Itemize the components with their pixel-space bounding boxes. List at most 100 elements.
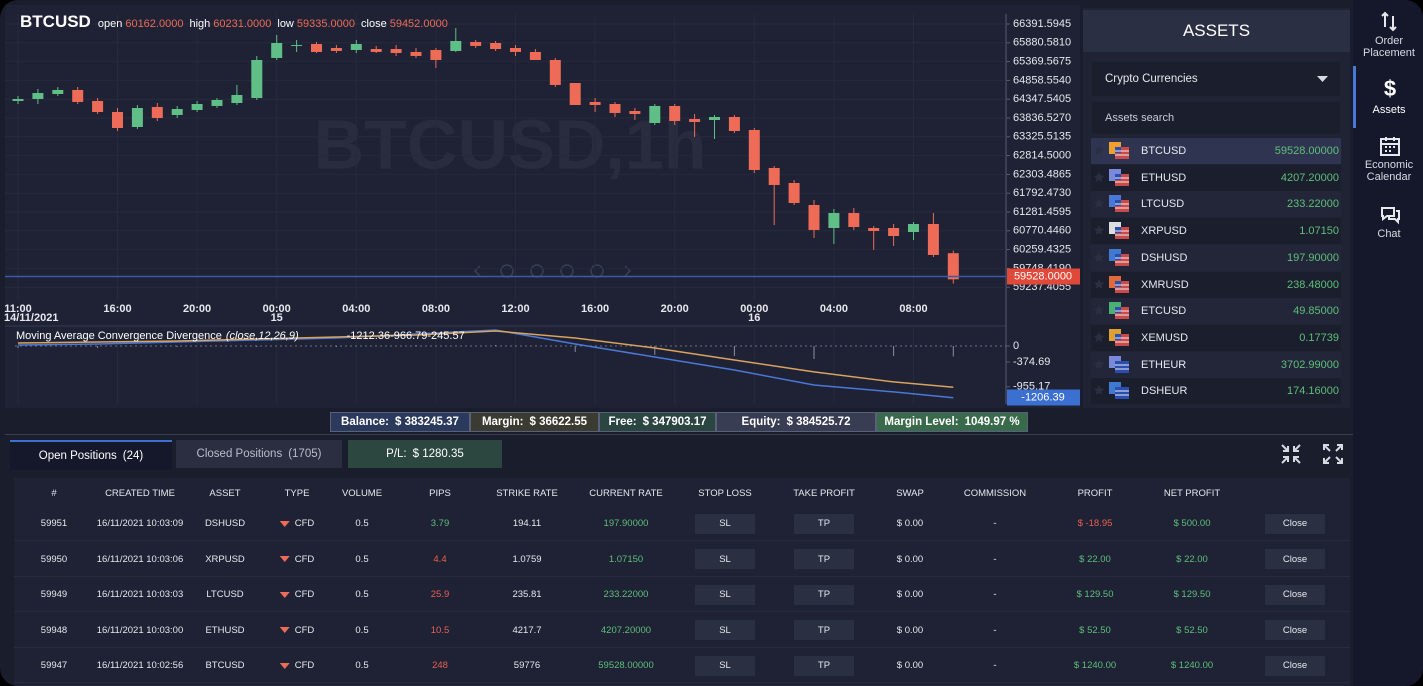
- button[interactable]: TP: [794, 513, 854, 534]
- x-tick-label: 04:00: [820, 303, 848, 315]
- table-cell: 248: [432, 648, 448, 683]
- cell-text: 0.5: [355, 589, 369, 600]
- asset-row[interactable]: ETHEUR 3702.99000: [1091, 351, 1341, 378]
- candle-body: [848, 212, 860, 228]
- asset-row[interactable]: DSHUSD 197.90000: [1091, 244, 1341, 271]
- chart-bg: [5, 5, 1080, 408]
- balance-label: Free:: [608, 416, 637, 428]
- last-price-label: 59528.0000: [1014, 270, 1072, 282]
- candle-body: [808, 204, 820, 230]
- pl-label: P/L:: [386, 448, 407, 460]
- cell-text: $ 52.50: [1176, 624, 1208, 636]
- balance-value: 1049.97 %: [964, 416, 1020, 428]
- collapse-icon[interactable]: [1280, 443, 1302, 465]
- table-cell: $ 22.00: [1079, 542, 1111, 577]
- legend-name: open: [97, 18, 123, 30]
- table-cell: 59950: [41, 542, 67, 577]
- expand-icon[interactable]: [1322, 443, 1344, 465]
- asset-row[interactable]: XEMUSD 0.17739: [1091, 324, 1341, 351]
- asset-icon: [1094, 222, 1129, 240]
- macd-line: [17, 330, 954, 389]
- button[interactable]: SL: [695, 549, 755, 569]
- table-cell: $ 129.50: [1077, 577, 1114, 612]
- table-cell: SL: [695, 506, 755, 541]
- sidebar-item[interactable]: Order Placement: [1363, 35, 1415, 59]
- button[interactable]: SL: [695, 584, 755, 605]
- macd-tick-label: 0: [1013, 340, 1019, 352]
- table-cell: LTCUSD: [206, 577, 243, 612]
- candle-body: [191, 103, 203, 110]
- cell-text: $ 1240.00: [1073, 660, 1117, 671]
- button[interactable]: TP: [794, 584, 854, 605]
- button[interactable]: Close: [1265, 549, 1325, 569]
- button[interactable]: SL: [695, 513, 755, 534]
- asset-icon: [1094, 275, 1129, 293]
- table-cell: 0.5: [355, 542, 368, 577]
- y-tick-label: 64858.5540: [1013, 74, 1071, 86]
- assets-search[interactable]: Assets search: [1092, 102, 1340, 134]
- category-dropdown[interactable]: Crypto Currencies: [1092, 62, 1340, 96]
- candle-body: [709, 116, 720, 121]
- asset-row[interactable]: ETCUSD 49.85000: [1091, 298, 1341, 325]
- candle-body: [669, 105, 681, 121]
- macd-current-tag: [1007, 389, 1080, 406]
- table-cell: 1.0759: [512, 542, 541, 577]
- column-header: CURRENT RATE: [589, 488, 663, 499]
- x-tick-label: 12:00: [501, 303, 529, 315]
- button[interactable]: TP: [794, 620, 854, 640]
- chart-header: BTCUSD open 60162.0000 high 60231.0000 low 593…: [20, 12, 451, 32]
- button[interactable]: TP: [794, 549, 854, 569]
- button[interactable]: Close: [1265, 620, 1325, 640]
- asset-name: ETHUSD: [1141, 171, 1187, 184]
- candle-body: [151, 106, 163, 118]
- cell-text: -: [993, 660, 997, 671]
- legend-value: 59335.0000: [296, 18, 356, 30]
- asset-row[interactable]: ETHUSD 4207.20000: [1091, 164, 1341, 191]
- svg-text:$: $: [1384, 78, 1396, 101]
- table-cell: -: [993, 542, 996, 577]
- table-cell: $ 129.50: [1174, 577, 1211, 612]
- tab[interactable]: Open Positions (24): [10, 440, 172, 470]
- table-cell: $ 1240.00: [1171, 648, 1213, 683]
- cell-text: 59949: [40, 589, 68, 600]
- sidebar-item[interactable]: Chat: [1377, 228, 1401, 240]
- asset-row[interactable]: LTCUSD 233.22000: [1091, 191, 1341, 218]
- tab[interactable]: Closed Positions (1705): [176, 440, 342, 468]
- table-cell: 3.79: [431, 506, 450, 541]
- y-tick-label: 66391.5945: [1013, 18, 1071, 30]
- sidebar-item[interactable]: Economic Calendar: [1364, 159, 1414, 183]
- candle-body: [32, 92, 44, 99]
- asset-row[interactable]: BTCUSD 59528.00000: [1091, 138, 1341, 164]
- button[interactable]: SL: [695, 655, 755, 676]
- candle-body: [231, 94, 243, 104]
- table-cell: CFD: [279, 648, 314, 683]
- button[interactable]: Close: [1265, 513, 1325, 534]
- candle-body: [450, 40, 462, 51]
- asset-row[interactable]: DSHEUR 174.16000: [1091, 378, 1341, 405]
- button[interactable]: Close: [1265, 584, 1325, 605]
- cell-text: -: [993, 589, 997, 600]
- watermark: BTCUSD,1h: [314, 105, 707, 183]
- table-cell: 59948: [41, 613, 67, 648]
- x-tick-date: 14/11/2021: [4, 312, 58, 324]
- cell-text: 1.07150: [608, 553, 644, 565]
- macd-readout-value: -245.57: [427, 330, 465, 342]
- sidebar-item[interactable]: Assets: [1372, 104, 1406, 116]
- cell-text: 16/11/2021 10:03:00: [96, 624, 184, 636]
- macd-params: (close,12,26,9): [225, 330, 299, 342]
- cell-text: $ 0.00: [896, 660, 924, 671]
- asset-row[interactable]: XRPUSD 1.07150: [1091, 218, 1341, 245]
- asset-name: XRPUSD: [1141, 225, 1187, 238]
- candle-body: [470, 42, 482, 46]
- button[interactable]: Close: [1265, 655, 1325, 676]
- asset-row[interactable]: XMRUSD 238.48000: [1091, 271, 1341, 298]
- macd-title: Moving Average Convergence Divergence: [16, 330, 222, 342]
- cell-text: 16/11/2021 10:02:56: [96, 660, 184, 671]
- cell-text: 16/11/2021 10:03:06: [96, 553, 184, 565]
- table-cell: 0.5: [355, 613, 368, 648]
- button[interactable]: TP: [794, 655, 854, 676]
- candle-body: [350, 43, 362, 50]
- table-cell: 10.5: [431, 613, 450, 648]
- button[interactable]: SL: [695, 620, 755, 640]
- y-tick-label: 63325.5135: [1013, 131, 1071, 143]
